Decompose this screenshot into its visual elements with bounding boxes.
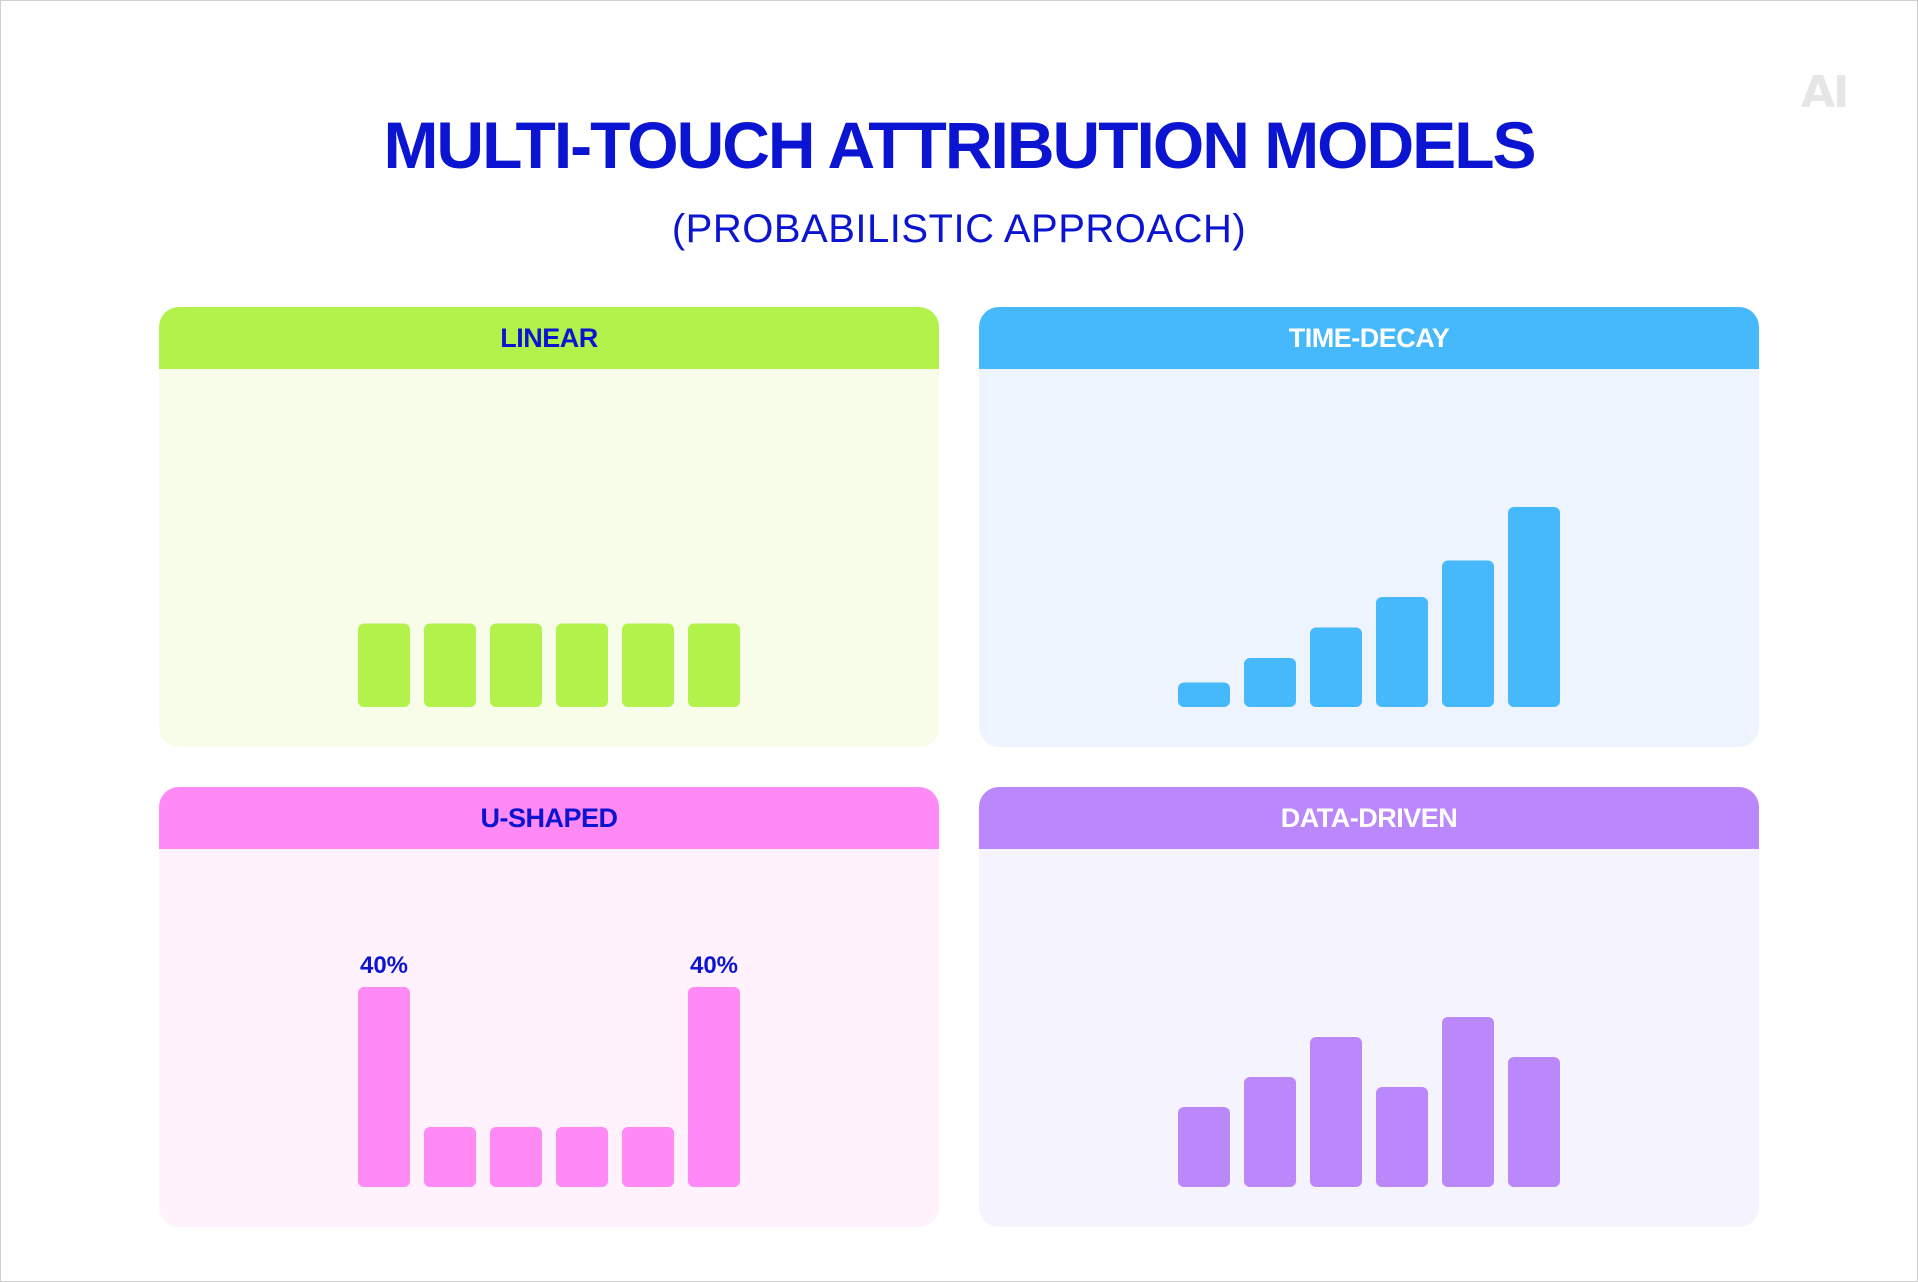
u-shaped-bar-6 (688, 987, 740, 1187)
linear-bar-6 (688, 623, 740, 707)
time-decay-bar-5 (1442, 560, 1494, 707)
u-shaped-chart: 40% 40% (358, 952, 740, 1187)
data-driven-bar-2 (1244, 1077, 1296, 1187)
u-shaped-data-label-6: 40% (690, 952, 738, 979)
data-driven-panel: DATA-DRIVEN (979, 787, 1759, 1227)
time-decay-panel: TIME-DECAY (979, 307, 1759, 747)
u-shaped-bar-2 (424, 1127, 476, 1187)
data-driven-bar-1 (1178, 1107, 1230, 1187)
ai-logo: AI (1801, 67, 1849, 118)
linear-bar-4 (556, 623, 608, 707)
u-shaped-bar-4 (556, 1127, 608, 1187)
linear-bar-5 (622, 623, 674, 707)
time-decay-bar-1 (1178, 682, 1230, 707)
u-shaped-panel-header: U-SHAPED (159, 787, 939, 849)
time-decay-bar-4 (1376, 597, 1428, 707)
u-shaped-bar-5 (622, 1127, 674, 1187)
data-driven-bar-4 (1376, 1087, 1428, 1187)
time-decay-panel-header: TIME-DECAY (979, 307, 1759, 369)
linear-bar-1 (358, 623, 410, 707)
time-decay-chart (1178, 507, 1560, 707)
linear-chart (358, 623, 740, 707)
data-driven-chart (1178, 1017, 1560, 1187)
data-driven-bar-3 (1310, 1037, 1362, 1187)
data-driven-panel-header: DATA-DRIVEN (979, 787, 1759, 849)
page-subtitle: (PROBABILISTIC APPROACH) (671, 207, 1247, 251)
data-driven-bar-5 (1442, 1017, 1494, 1187)
linear-bar-2 (424, 623, 476, 707)
u-shaped-data-label-1: 40% (360, 952, 408, 979)
linear-panel-title: LINEAR (500, 322, 598, 353)
data-driven-bar-6 (1508, 1057, 1560, 1187)
time-decay-bar-2 (1244, 658, 1296, 707)
u-shaped-panel: U-SHAPED 40% 40% (159, 787, 939, 1227)
u-shaped-bar-1 (358, 987, 410, 1187)
linear-panel-header: LINEAR (159, 307, 939, 369)
linear-bar-3 (490, 623, 542, 707)
time-decay-panel-title: TIME-DECAY (1288, 322, 1450, 353)
u-shaped-panel-title: U-SHAPED (480, 802, 618, 833)
linear-panel: LINEAR (159, 307, 939, 747)
data-driven-panel-title: DATA-DRIVEN (1280, 802, 1458, 833)
time-decay-bar-6 (1508, 507, 1560, 707)
page-title: MULTI-TOUCH ATTRIBUTION MODELS (383, 108, 1536, 182)
u-shaped-bar-3 (490, 1127, 542, 1187)
time-decay-bar-3 (1310, 627, 1362, 707)
